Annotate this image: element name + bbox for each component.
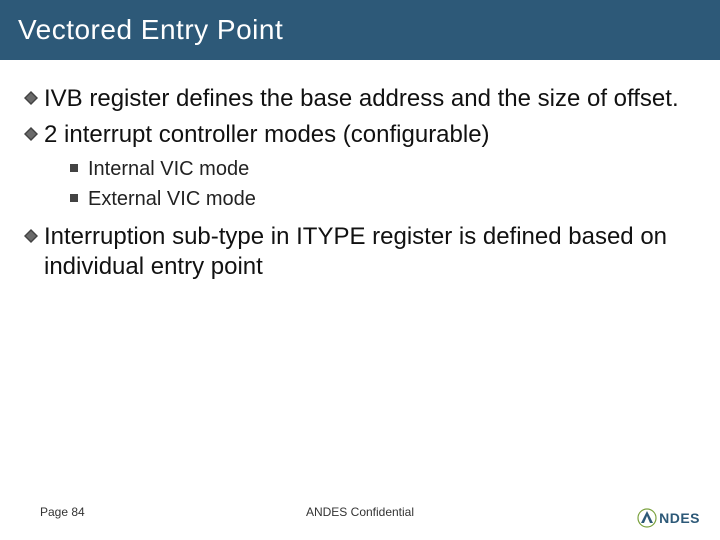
- andes-logo: NDES: [637, 508, 700, 528]
- sub-bullet-list: Internal VIC mode External VIC mode: [70, 156, 696, 212]
- square-bullet-icon: [70, 164, 78, 172]
- slide-title: Vectored Entry Point: [18, 14, 283, 46]
- logo-text-main: NDES: [659, 510, 700, 526]
- logo-mark-icon: [637, 508, 657, 528]
- diamond-bullet-icon: [24, 229, 38, 243]
- slide-content: IVB register defines the base address an…: [0, 60, 720, 282]
- sub-bullet-item: External VIC mode: [70, 186, 696, 212]
- bullet-text: Interruption sub-type in ITYPE register …: [44, 222, 696, 282]
- diamond-bullet-icon: [24, 91, 38, 105]
- bullet-item: Interruption sub-type in ITYPE register …: [24, 222, 696, 282]
- page-number: Page 84: [40, 505, 85, 519]
- sub-bullet-item: Internal VIC mode: [70, 156, 696, 182]
- bullet-item: IVB register defines the base address an…: [24, 84, 696, 114]
- square-bullet-icon: [70, 194, 78, 202]
- logo-text: NDES: [659, 510, 700, 526]
- sub-bullet-text: Internal VIC mode: [88, 156, 249, 182]
- title-bar: Vectored Entry Point: [0, 0, 720, 60]
- bullet-text: IVB register defines the base address an…: [44, 84, 679, 114]
- diamond-bullet-icon: [24, 127, 38, 141]
- bullet-text: 2 interrupt controller modes (configurab…: [44, 120, 490, 150]
- bullet-item: 2 interrupt controller modes (configurab…: [24, 120, 696, 150]
- slide-footer: Page 84 ANDES Confidential NDES: [0, 498, 720, 526]
- sub-bullet-text: External VIC mode: [88, 186, 256, 212]
- confidential-label: ANDES Confidential: [306, 505, 414, 519]
